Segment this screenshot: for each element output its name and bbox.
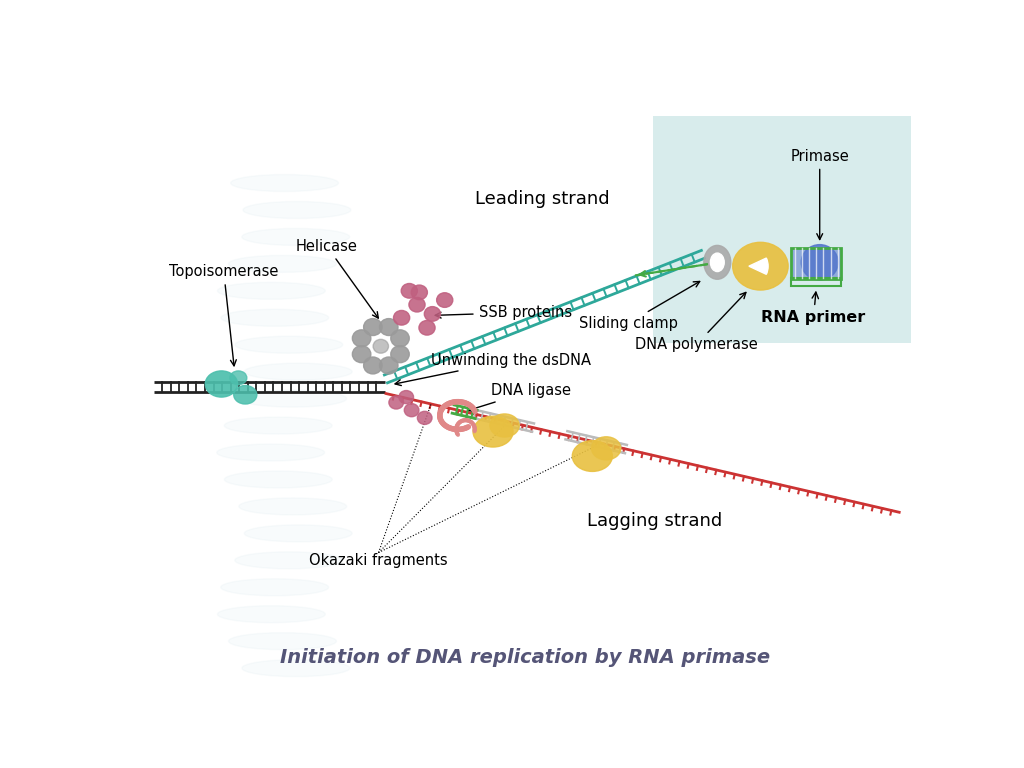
Text: RNA primer: RNA primer (762, 292, 865, 325)
Ellipse shape (228, 256, 336, 273)
Ellipse shape (380, 319, 398, 336)
Ellipse shape (801, 245, 839, 280)
Ellipse shape (389, 396, 403, 409)
Ellipse shape (239, 498, 347, 515)
Ellipse shape (393, 310, 410, 325)
Ellipse shape (424, 306, 440, 321)
Ellipse shape (399, 391, 414, 404)
Text: DNA polymerase: DNA polymerase (635, 293, 758, 353)
Ellipse shape (592, 437, 621, 460)
Ellipse shape (230, 174, 339, 191)
Text: DNA ligase: DNA ligase (468, 383, 571, 412)
Ellipse shape (404, 404, 419, 417)
Ellipse shape (409, 297, 425, 312)
Ellipse shape (224, 471, 332, 488)
Ellipse shape (703, 246, 731, 280)
Bar (792, 279, 842, 286)
Ellipse shape (473, 416, 513, 447)
Ellipse shape (572, 441, 612, 472)
Ellipse shape (711, 253, 724, 272)
Ellipse shape (239, 390, 346, 407)
Wedge shape (749, 258, 768, 274)
Ellipse shape (221, 310, 329, 326)
Ellipse shape (401, 283, 418, 298)
Text: Okazaki fragments: Okazaki fragments (309, 553, 447, 568)
Ellipse shape (418, 412, 432, 425)
Ellipse shape (733, 243, 788, 290)
Ellipse shape (412, 285, 427, 300)
Bar (792, 248, 842, 279)
Ellipse shape (217, 283, 326, 300)
Text: Sliding clamp: Sliding clamp (579, 281, 699, 331)
Ellipse shape (489, 414, 519, 437)
Ellipse shape (245, 525, 352, 542)
Text: Helicase: Helicase (296, 239, 378, 318)
Ellipse shape (243, 201, 351, 218)
Ellipse shape (234, 336, 343, 353)
Ellipse shape (419, 320, 435, 335)
Ellipse shape (436, 293, 453, 307)
Ellipse shape (224, 417, 332, 434)
Ellipse shape (242, 660, 350, 677)
Ellipse shape (391, 329, 410, 347)
FancyBboxPatch shape (652, 116, 910, 343)
Text: Primase: Primase (791, 149, 849, 240)
Ellipse shape (380, 357, 398, 374)
Text: Lagging strand: Lagging strand (587, 511, 722, 529)
Ellipse shape (234, 552, 343, 569)
Ellipse shape (364, 319, 382, 336)
Text: SSB proteins: SSB proteins (435, 305, 571, 320)
Ellipse shape (242, 228, 349, 246)
Ellipse shape (391, 346, 410, 362)
Text: Unwinding the dsDNA: Unwinding the dsDNA (395, 353, 591, 386)
Ellipse shape (217, 444, 325, 461)
Ellipse shape (230, 371, 247, 385)
Ellipse shape (228, 633, 337, 650)
Ellipse shape (243, 687, 351, 703)
Bar (792, 248, 842, 279)
Ellipse shape (352, 346, 371, 362)
Ellipse shape (205, 371, 238, 397)
Text: Initiation of DNA replication by RNA primase: Initiation of DNA replication by RNA pri… (280, 647, 770, 667)
Ellipse shape (217, 606, 326, 623)
Ellipse shape (352, 329, 371, 347)
Ellipse shape (221, 579, 329, 596)
Ellipse shape (233, 386, 257, 404)
Ellipse shape (373, 339, 388, 353)
Text: Topoisomerase: Topoisomerase (169, 264, 279, 366)
Ellipse shape (245, 363, 352, 380)
Ellipse shape (364, 357, 382, 374)
Text: Leading strand: Leading strand (475, 190, 610, 207)
